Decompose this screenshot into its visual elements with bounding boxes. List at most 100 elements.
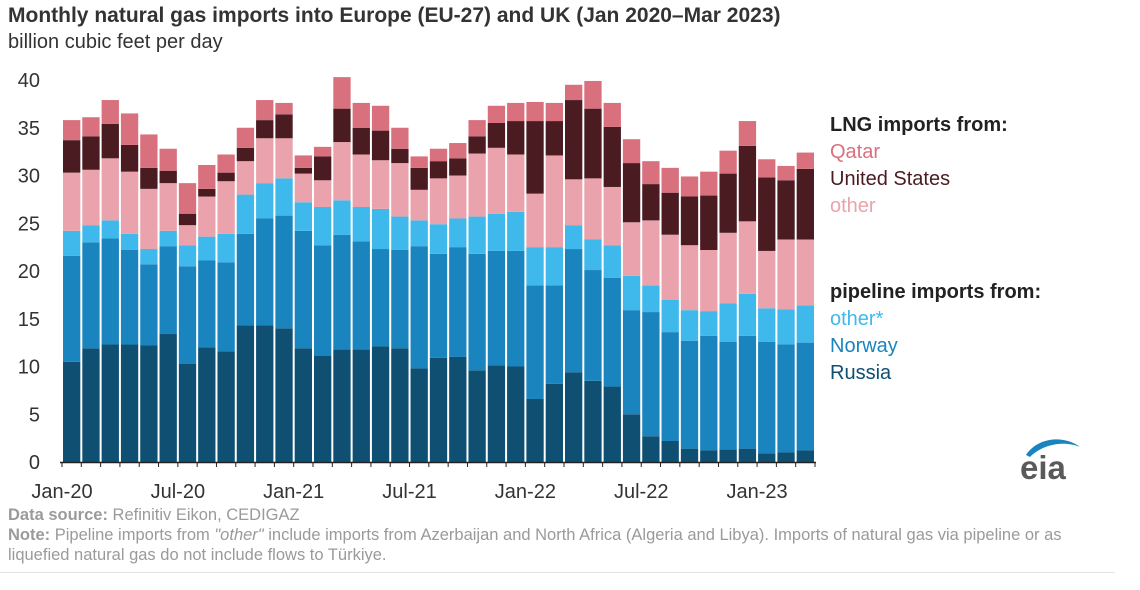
- bar-segment-norway: [275, 216, 292, 329]
- bar-segment-other: [295, 174, 312, 203]
- bar-segment-norway: [468, 254, 485, 371]
- bar-segment-other: [333, 200, 350, 234]
- bar-segment-qatar: [758, 159, 775, 177]
- bar-segment-united-states: [256, 120, 273, 138]
- bar-segment-other: [237, 195, 254, 234]
- x-tick-label: Jan-21: [263, 481, 324, 500]
- bar-segment-united-states: [546, 121, 563, 155]
- bar-segment-united-states: [179, 214, 196, 225]
- eia-logo: eia: [1020, 435, 1082, 485]
- bar-segment-united-states: [160, 171, 177, 183]
- bar-segment-united-states: [507, 121, 524, 154]
- bar-segment-united-states: [102, 124, 119, 158]
- bar-segment-united-states: [719, 174, 736, 233]
- bar-segment-other: [121, 234, 138, 250]
- stacked-bar-chart: 0510152025303540Jan-20 Jul-20 Jan-21 Jul-21…: [0, 0, 1140, 500]
- note-text-part1: Pipeline imports from: [55, 526, 215, 544]
- bar-segment-russia: [700, 451, 717, 462]
- bar-segment-united-states: [449, 158, 466, 175]
- legend-item-united-states: United States: [830, 166, 1008, 193]
- bar-segment-other: [217, 181, 234, 234]
- bar-segment-qatar: [526, 102, 543, 121]
- bar-segment-qatar: [217, 154, 234, 172]
- bar-segment-russia: [314, 356, 331, 462]
- bar-segment-qatar: [411, 156, 428, 167]
- bar-segment-russia: [719, 450, 736, 462]
- bar-segment-qatar: [102, 100, 119, 124]
- bar-segment-norway: [160, 246, 177, 334]
- bar-segment-norway: [662, 332, 679, 441]
- note-quote: "other": [214, 526, 263, 544]
- bar-segment-other: [507, 212, 524, 251]
- bar-segment-other: [237, 161, 254, 194]
- bar-segment-russia: [353, 349, 370, 462]
- bar-segment-other: [63, 231, 80, 256]
- bar-segment-united-states: [623, 163, 640, 222]
- bar-segment-russia: [739, 449, 756, 462]
- bar-segment-united-states: [777, 180, 794, 239]
- bar-segment-norway: [237, 234, 254, 326]
- bar-segment-norway: [411, 246, 428, 368]
- bar-segment-qatar: [642, 161, 659, 184]
- bar-segment-other: [584, 239, 601, 270]
- bar-segment-russia: [198, 347, 215, 462]
- bar-segment-norway: [584, 270, 601, 381]
- bar-segment-other: [391, 163, 408, 216]
- bar-segment-united-states: [63, 140, 80, 172]
- bar-segment-norway: [314, 245, 331, 356]
- bar-segment-other: [411, 220, 428, 246]
- bar-segment-norway: [372, 249, 389, 346]
- bar-segment-qatar: [681, 176, 698, 196]
- bar-segment-russia: [546, 384, 563, 462]
- bar-segment-other: [719, 233, 736, 304]
- bar-segment-norway: [526, 285, 543, 399]
- bar-segment-russia: [777, 452, 794, 462]
- bar-segment-other: [739, 221, 756, 294]
- bar-segment-other: [468, 217, 485, 254]
- bar-segment-russia: [82, 348, 99, 462]
- bar-segment-united-states: [642, 184, 659, 220]
- bar-segment-norway: [681, 341, 698, 449]
- bar-segment-united-states: [140, 168, 157, 189]
- bar-segment-russia: [63, 362, 80, 462]
- bar-segment-united-states: [391, 149, 408, 163]
- bar-segment-qatar: [121, 113, 138, 145]
- bar-segment-other: [584, 178, 601, 239]
- bar-segment-other: [488, 148, 505, 214]
- x-tick-label: Jan-23: [726, 481, 787, 500]
- bar-segment-other: [604, 187, 621, 245]
- bar-segment-russia: [623, 414, 640, 462]
- bar-segment-qatar: [797, 153, 814, 169]
- bar-segment-other: [353, 207, 370, 241]
- y-tick-label: 0: [29, 452, 40, 474]
- bar-segment-qatar: [468, 120, 485, 136]
- bar-segment-norway: [604, 278, 621, 387]
- x-tick-label: Jul-21: [382, 481, 436, 500]
- bar-segment-russia: [333, 349, 350, 462]
- bar-segment-united-states: [237, 148, 254, 161]
- bar-segment-other: [565, 225, 582, 249]
- bar-segment-other: [295, 202, 312, 231]
- bar-segment-norway: [777, 345, 794, 453]
- bar-segment-other: [526, 194, 543, 247]
- bar-segment-qatar: [430, 149, 447, 161]
- bar-segment-other: [758, 308, 775, 341]
- bar-segment-other: [662, 300, 679, 332]
- bar-segment-other: [372, 160, 389, 209]
- bar-segment-united-states: [604, 127, 621, 187]
- bar-segment-norway: [797, 343, 814, 451]
- bar-segment-other: [546, 247, 563, 285]
- bar-segment-united-states: [797, 169, 814, 240]
- bar-segment-qatar: [507, 103, 524, 121]
- legend-item-lng-other: other: [830, 193, 1008, 220]
- bar-segment-russia: [140, 345, 157, 462]
- bar-segment-united-states: [353, 128, 370, 155]
- x-tick-label: Jan-20: [31, 481, 92, 500]
- bar-segment-russia: [372, 346, 389, 462]
- bar-segment-qatar: [82, 117, 99, 136]
- bar-segment-russia: [411, 368, 428, 462]
- bar-segment-united-states: [275, 114, 292, 138]
- bar-segment-russia: [217, 351, 234, 462]
- bar-segment-qatar: [198, 165, 215, 189]
- bar-segment-norway: [719, 342, 736, 450]
